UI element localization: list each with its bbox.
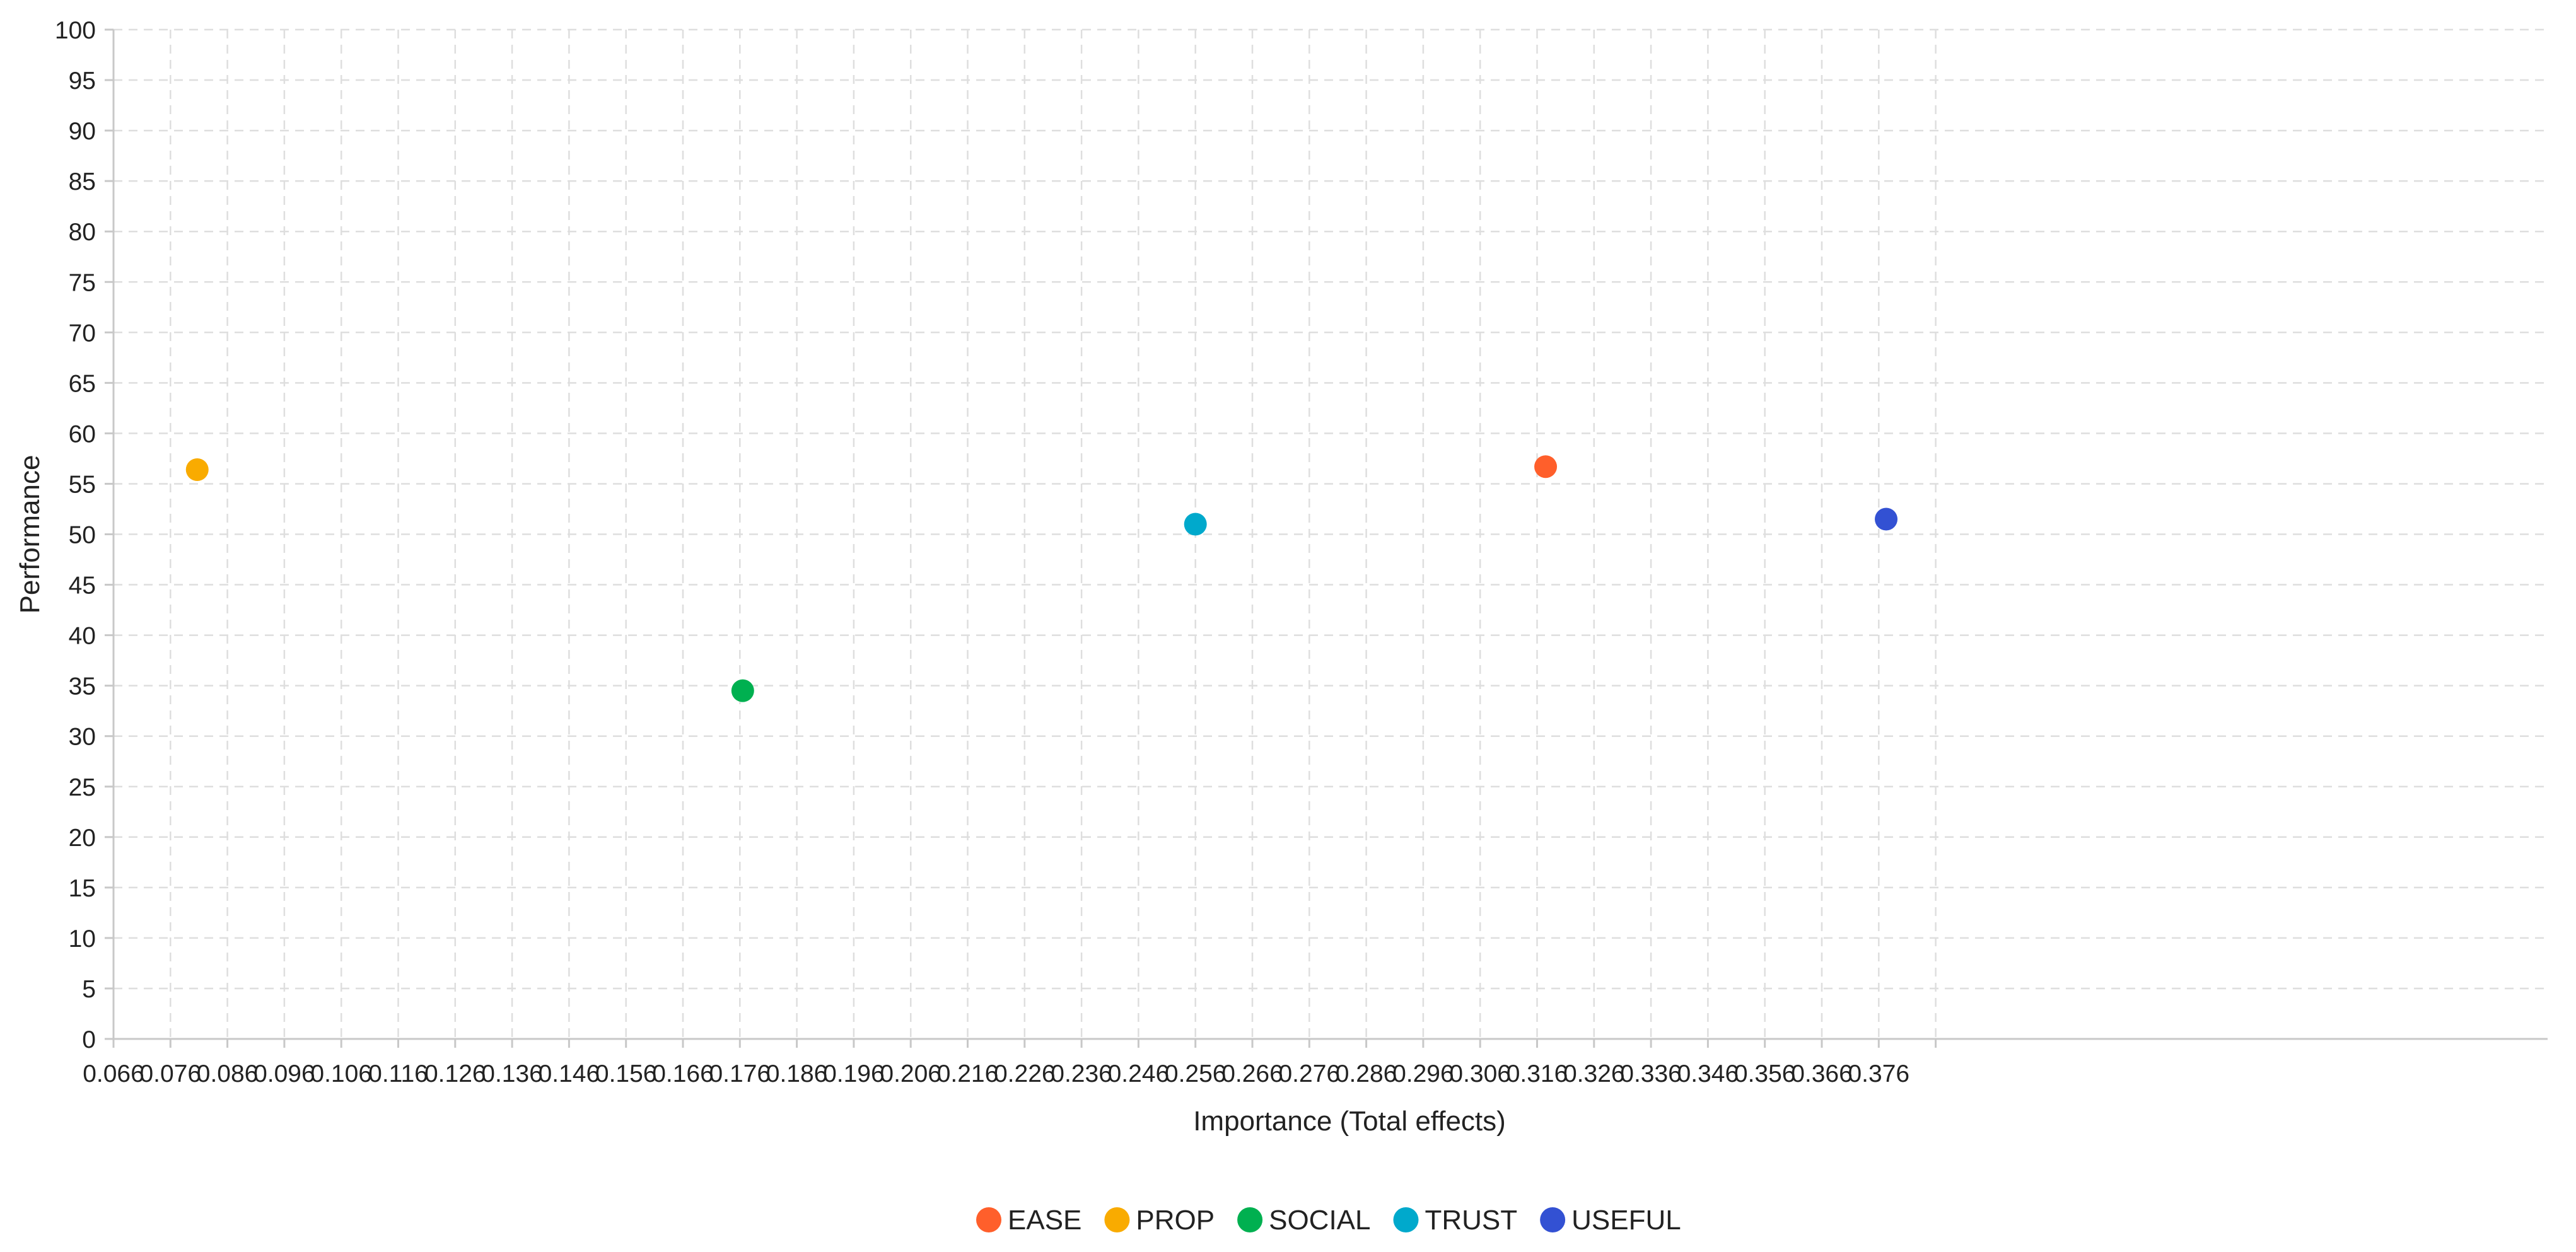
y-tick-label: 65 [69,370,96,397]
y-tick-label: 55 [69,471,96,498]
legend-marker [1237,1207,1263,1232]
x-tick-label: 0.156 [595,1060,657,1087]
y-tick-label: 35 [69,673,96,700]
y-tick-label: 30 [69,724,96,751]
y-tick-label: 80 [69,219,96,246]
x-tick-label: 0.196 [823,1060,885,1087]
x-tick-label: 0.216 [937,1060,999,1087]
data-point-useful [1875,507,1898,531]
y-tick-label: 100 [55,17,96,44]
legend: EASE PROP SOCIAL TRUST USEFUL [976,1205,1681,1236]
y-axis-title: Performance [15,455,45,614]
x-tick-label: 0.316 [1507,1060,1568,1087]
data-point-prop [185,458,209,482]
x-tick-label: 0.366 [1791,1060,1853,1087]
x-tick-label: 0.146 [539,1060,600,1087]
legend-label: PROP [1136,1205,1215,1236]
x-tick-label: 0.066 [83,1060,144,1087]
y-tick-label: 45 [69,572,96,600]
x-tick-label: 0.136 [481,1060,543,1087]
legend-item-prop: PROP [1104,1205,1215,1236]
y-axis-ticks: 0 5 10 15 20 25 30 35 40 45 50 55 60 65 70 75 80 85 90 95 10… [55,17,114,1053]
y-tick-label: 25 [69,774,96,801]
y-tick-label: 75 [69,269,96,296]
legend-item-trust: TRUST [1393,1205,1517,1236]
legend-label: USEFUL [1571,1205,1681,1236]
grid [114,28,2548,1039]
x-tick-label: 0.336 [1620,1060,1682,1087]
x-tick-label: 0.116 [368,1060,428,1087]
x-tick-label: 0.276 [1278,1060,1340,1087]
y-tick-label: 15 [69,875,96,902]
x-tick-label: 0.296 [1392,1060,1454,1087]
legend-marker [1540,1207,1566,1232]
y-tick-label: 95 [69,67,96,95]
y-tick-label: 5 [82,976,96,1003]
y-tick-label: 20 [69,825,96,852]
x-tick-label: 0.166 [652,1060,714,1087]
legend-item-social: SOCIAL [1237,1205,1370,1236]
y-tick-label: 10 [69,925,96,953]
x-tick-label: 0.286 [1336,1060,1397,1087]
x-axis-ticks: 0.0660.0760.0860.0960.1060.1160.1260.136… [83,1039,1937,1087]
x-tick-label: 0.076 [139,1060,201,1087]
x-tick-label: 0.346 [1677,1060,1739,1087]
x-tick-label: 0.326 [1563,1060,1625,1087]
x-tick-label: 0.356 [1734,1060,1796,1087]
y-tick-label: 85 [69,168,96,195]
x-tick-label: 0.246 [1108,1060,1170,1087]
legend-label: EASE [1008,1205,1081,1236]
data-point-social [731,679,754,702]
y-tick-label: 70 [69,320,96,347]
x-tick-label: 0.236 [1051,1060,1112,1087]
data-points [185,455,1898,702]
x-tick-label: 0.226 [994,1060,1056,1087]
x-tick-label: 0.306 [1449,1060,1511,1087]
x-tick-label: 0.376 [1848,1060,1909,1087]
x-tick-label: 0.106 [310,1060,372,1087]
y-tick-label: 40 [69,623,96,650]
data-point-ease [1534,455,1558,478]
x-tick-label: 0.086 [197,1060,259,1087]
x-axis-title: Importance (Total effects) [1193,1106,1506,1137]
legend-marker [976,1207,1001,1232]
x-tick-label: 0.176 [709,1060,771,1087]
legend-marker [1104,1207,1130,1232]
data-point-trust [1184,513,1207,536]
y-tick-label: 50 [69,522,96,549]
x-tick-label: 0.256 [1165,1060,1227,1087]
legend-label: TRUST [1425,1205,1517,1236]
x-tick-label: 0.126 [424,1060,486,1087]
x-tick-label: 0.096 [254,1060,315,1087]
x-tick-label: 0.266 [1221,1060,1283,1087]
legend-label: SOCIAL [1269,1205,1370,1236]
legend-item-ease: EASE [976,1205,1081,1236]
x-tick-label: 0.206 [880,1060,941,1087]
y-tick-label: 60 [69,420,96,448]
legend-item-useful: USEFUL [1540,1205,1681,1236]
legend-marker [1393,1207,1419,1232]
x-tick-label: 0.186 [766,1060,828,1087]
y-tick-label: 0 [82,1026,96,1053]
y-tick-label: 90 [69,118,96,145]
